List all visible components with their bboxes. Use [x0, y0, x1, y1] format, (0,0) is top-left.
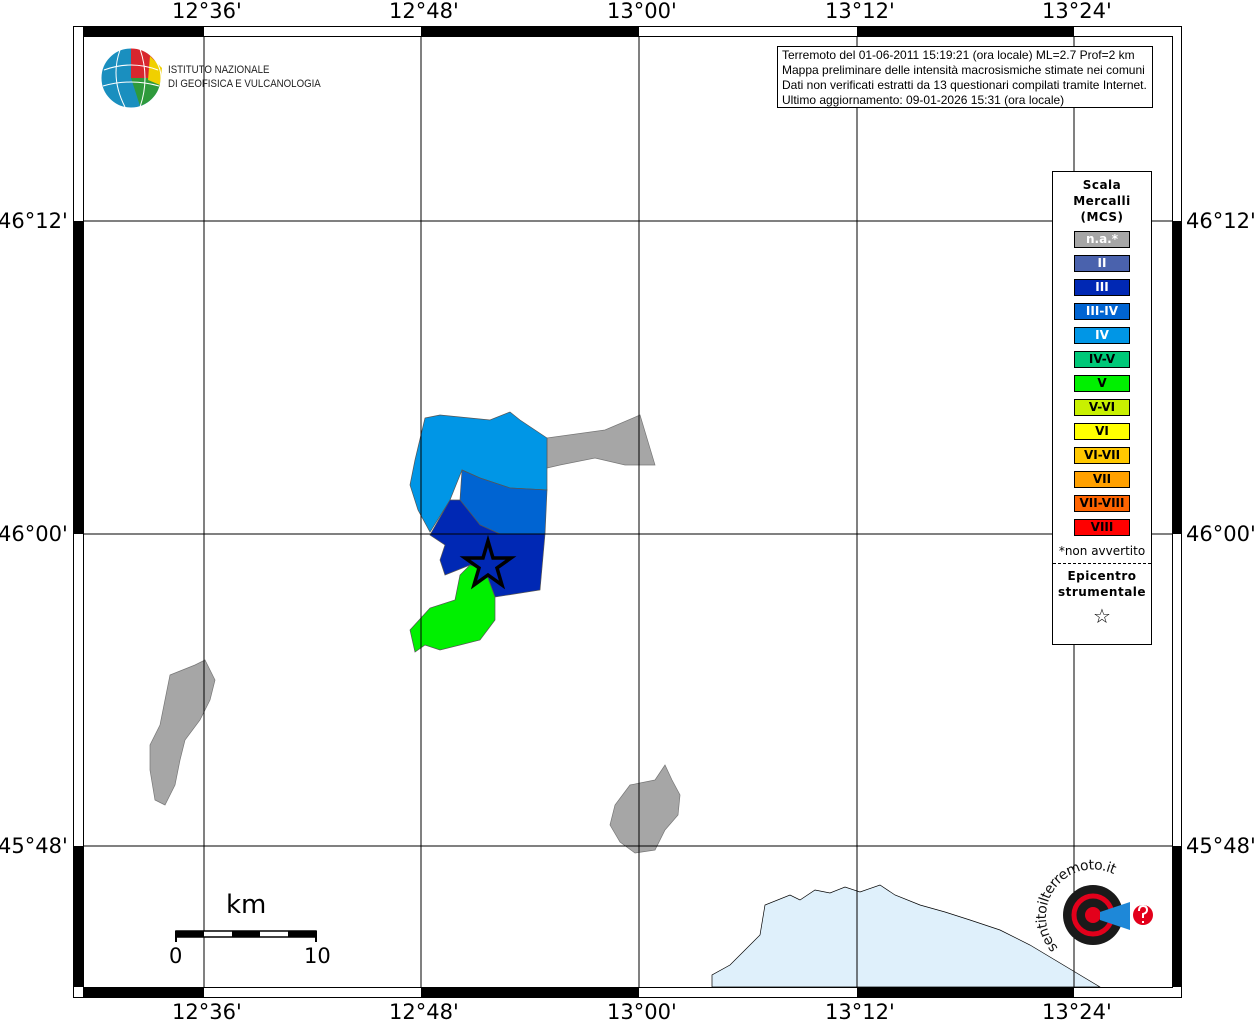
legend-epicenter-line: strumentale	[1057, 585, 1147, 599]
scale-bar-unit: km	[226, 890, 267, 920]
legend-swatch: IV	[1074, 327, 1130, 344]
lon-tick-top: 12°36'	[172, 0, 242, 23]
legend-title-line: Mercalli	[1073, 194, 1131, 208]
lat-tick-right: 45°48'	[1186, 834, 1254, 858]
info-line: Mappa preliminare delle intensità macros…	[782, 63, 1145, 77]
lat-tick-left: 45°48'	[0, 834, 68, 858]
legend-swatch: V	[1074, 375, 1130, 392]
legend-swatch: VII	[1074, 471, 1130, 488]
legend-swatch: VI-VII	[1074, 447, 1130, 464]
municipality-na-northeast	[546, 414, 656, 469]
legend-epicenter-line: Epicentro	[1067, 569, 1137, 583]
scale-bar-end: 10	[304, 944, 331, 968]
lon-tick-top: 12°48'	[389, 0, 459, 23]
hsit-logo-icon: sentitoilterremoto.it	[1034, 857, 1153, 955]
lon-tick-bottom: 12°48'	[389, 1000, 459, 1024]
lat-tick-right: 46°00'	[1186, 522, 1254, 546]
lon-tick-bottom: 13°00'	[607, 1000, 677, 1024]
star-outline-icon: ☆	[1093, 604, 1111, 628]
municipality-na-west	[149, 659, 216, 806]
legend-swatch: n.a.*	[1074, 231, 1130, 248]
frame-bars	[74, 27, 1181, 997]
info-box: Terremoto del 01-06-2011 15:19:21 (ora l…	[777, 46, 1153, 108]
coastline-lagoon	[711, 884, 1102, 988]
ingv-line: ISTITUTO NAZIONALE	[168, 64, 270, 76]
ingv-logo-text: ISTITUTO NAZIONALE DI GEOFISICA E VULCAN…	[168, 63, 321, 91]
legend-swatch: VIII	[1074, 519, 1130, 536]
legend-swatch: V-VI	[1074, 399, 1130, 416]
lon-tick-bottom: 12°36'	[172, 1000, 242, 1024]
legend-swatch: III	[1074, 279, 1130, 296]
epicenter-star-icon	[459, 534, 517, 590]
lon-tick-bottom: 13°12'	[825, 1000, 895, 1024]
legend-note: *non avvertito	[1058, 544, 1146, 558]
legend-swatch: IV-V	[1074, 351, 1130, 368]
lat-tick-right: 46°12'	[1186, 209, 1254, 233]
legend-title: Scala Mercalli (MCS)	[1053, 177, 1151, 225]
legend-title-line: Scala	[1082, 178, 1122, 192]
scale-bar-start: 0	[169, 944, 183, 968]
ingv-line: DI GEOFISICA E VULCANOLOGIA	[168, 78, 321, 90]
lat-tick-left: 46°00'	[0, 522, 68, 546]
legend-swatches: n.a.* II III III-IV IV IV-V V V-VI VI VI-VII VII VI…	[1053, 231, 1151, 536]
legend-divider	[1053, 563, 1151, 564]
legend-swatch: III-IV	[1074, 303, 1130, 320]
legend-swatch: VII-VIII	[1074, 495, 1130, 512]
legend-epicenter-label: Epicentro strumentale	[1053, 568, 1151, 600]
legend: Scala Mercalli (MCS) n.a.* II III III-IV IV I…	[1052, 171, 1152, 645]
lon-tick-top: 13°00'	[607, 0, 677, 23]
legend-title-line: (MCS)	[1080, 210, 1124, 224]
lon-tick-top: 13°24'	[1042, 0, 1112, 23]
ingv-logo-icon	[100, 47, 162, 109]
lat-tick-left: 46°12'	[0, 209, 68, 233]
info-line: Terremoto del 01-06-2011 15:19:21 (ora l…	[782, 48, 1135, 62]
lon-tick-bottom: 13°24'	[1042, 1000, 1112, 1024]
municipality-na-south	[609, 764, 681, 854]
info-line: Dati non verificati estratti da 13 quest…	[782, 78, 1147, 92]
info-line: Ultimo aggiornamento: 09-01-2026 15:31 (…	[782, 93, 1065, 107]
lon-tick-top: 13°12'	[825, 0, 895, 23]
legend-swatch: II	[1074, 255, 1130, 272]
legend-swatch: VI	[1074, 423, 1130, 440]
scale-bar	[175, 930, 317, 942]
